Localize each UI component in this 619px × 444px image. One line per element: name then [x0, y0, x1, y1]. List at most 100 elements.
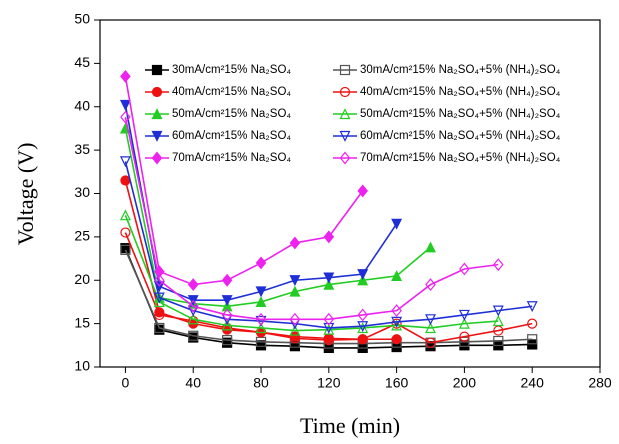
marker — [425, 322, 436, 334]
marker — [458, 317, 470, 329]
y-tick-label: 25 — [74, 228, 90, 244]
marker — [120, 227, 131, 238]
marker — [255, 322, 267, 334]
series-line — [124, 232, 533, 344]
marker — [391, 319, 403, 331]
marker — [323, 322, 335, 334]
legend-label: 40mA/cm²15% Na₂SO₄+5% (NH₄)₂SO₄ — [360, 86, 561, 98]
x-tick-label: 160 — [385, 375, 409, 391]
marker — [221, 300, 233, 312]
x-tick-label: 280 — [588, 375, 612, 391]
marker — [119, 156, 131, 168]
y-tick-label: 20 — [74, 271, 90, 287]
marker — [357, 274, 369, 286]
legend-marker — [151, 151, 163, 165]
marker — [357, 269, 369, 281]
legend-marker — [151, 86, 163, 98]
marker — [459, 262, 470, 276]
marker — [357, 322, 369, 334]
legend-label: 70mA/cm²15% Na₂SO₄+5% (NH₄)₂SO₄ — [360, 152, 561, 164]
series-line — [124, 76, 364, 286]
legend-marker — [339, 130, 351, 142]
x-axis-label: Time (min) — [300, 413, 400, 438]
series-line — [124, 116, 499, 321]
series-line — [124, 214, 499, 332]
legend-label: 30mA/cm²15% Na₂SO₄ — [172, 64, 291, 76]
marker — [154, 309, 165, 321]
legend-label: 50mA/cm²15% Na₂SO₄ — [172, 108, 291, 120]
marker — [323, 323, 335, 335]
marker — [425, 337, 436, 348]
marker — [493, 258, 504, 272]
series-line — [124, 128, 432, 308]
legend-label: 60mA/cm²15% Na₂SO₄ — [172, 130, 291, 142]
marker — [120, 110, 131, 124]
marker — [120, 244, 131, 255]
marker — [526, 301, 538, 313]
marker — [187, 299, 199, 313]
marker — [187, 313, 199, 325]
legend-marker — [339, 86, 351, 98]
marker — [357, 184, 368, 198]
marker — [255, 315, 267, 327]
marker — [323, 335, 334, 346]
marker — [120, 69, 131, 83]
marker — [323, 230, 335, 244]
series-line — [124, 249, 533, 345]
marker — [357, 308, 368, 322]
marker — [425, 278, 436, 292]
marker — [357, 321, 369, 333]
legend-label: 40mA/cm²15% Na₂SO₄ — [172, 86, 291, 98]
marker — [221, 273, 233, 287]
marker — [391, 304, 402, 318]
marker — [154, 322, 165, 334]
x-tick-label: 200 — [453, 375, 477, 391]
y-tick-label: 50 — [74, 11, 90, 27]
legend-marker — [339, 151, 351, 165]
marker — [119, 209, 131, 221]
legend-label: 30mA/cm²15% Na₂SO₄+5% (NH₄)₂SO₄ — [360, 64, 561, 76]
marker — [255, 286, 267, 298]
marker — [425, 314, 436, 326]
legend-label: 70mA/cm²15% Na₂SO₄ — [172, 152, 291, 164]
marker — [255, 296, 267, 308]
marker — [154, 273, 165, 287]
marker — [391, 218, 403, 230]
x-tick-label: 120 — [317, 375, 341, 391]
x-tick-label: 40 — [185, 375, 201, 391]
marker — [425, 241, 436, 253]
x-tick-label: 80 — [253, 375, 269, 391]
marker — [391, 318, 402, 329]
series-line — [124, 161, 533, 329]
y-tick-label: 45 — [74, 54, 90, 70]
marker — [289, 275, 301, 287]
marker — [222, 335, 233, 346]
marker — [187, 278, 199, 292]
y-tick-label: 30 — [74, 184, 90, 200]
marker — [255, 312, 267, 326]
marker — [391, 316, 403, 328]
legend-marker — [339, 108, 351, 120]
marker — [357, 334, 368, 345]
marker — [289, 236, 301, 250]
marker — [188, 330, 199, 341]
marker — [289, 333, 301, 344]
marker — [153, 292, 165, 304]
marker — [527, 339, 538, 350]
marker — [221, 308, 233, 322]
legend-label: 60mA/cm²15% Na₂SO₄+5% (NH₄)₂SO₄ — [360, 130, 561, 142]
legend-marker — [151, 64, 163, 76]
marker — [527, 318, 538, 329]
marker — [492, 315, 504, 327]
marker — [289, 324, 301, 336]
legend-marker — [151, 130, 163, 142]
y-tick-label: 10 — [74, 358, 90, 374]
marker — [323, 272, 335, 284]
marker — [188, 315, 199, 327]
x-tick-label: 240 — [521, 375, 545, 391]
marker — [527, 334, 538, 345]
y-tick-label: 15 — [74, 314, 90, 330]
marker — [221, 295, 233, 307]
marker — [119, 99, 131, 111]
